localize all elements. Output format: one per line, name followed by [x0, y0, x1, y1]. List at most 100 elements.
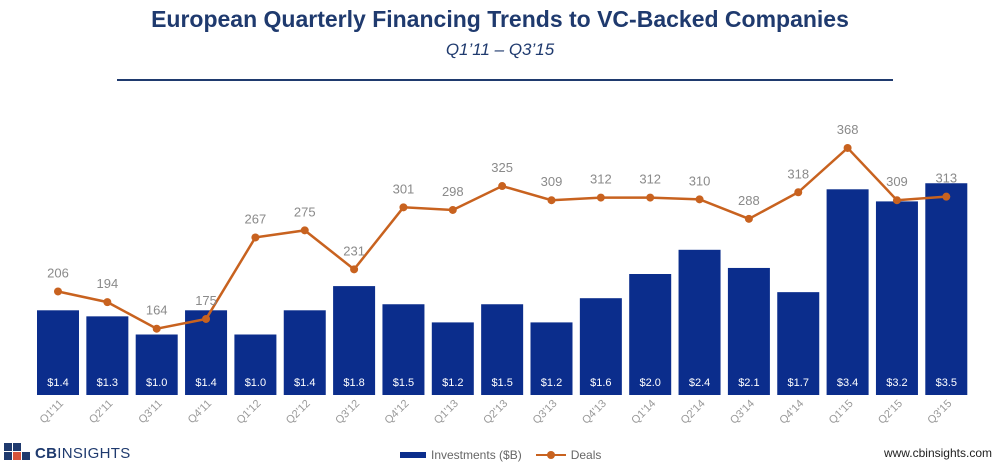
legend-investments-swatch [400, 452, 426, 458]
deals-label: 309 [886, 174, 908, 189]
x-tick-label: Q2'12 [284, 398, 313, 427]
bar-label: $1.3 [97, 377, 118, 389]
bar-label: $1.2 [541, 377, 562, 389]
bar-label: $1.7 [788, 377, 809, 389]
deals-point [744, 214, 753, 223]
x-tick-label: Q2'13 [481, 398, 510, 427]
deals-point [300, 226, 309, 235]
deals-point [54, 287, 62, 296]
bar-Q1'14 [629, 274, 672, 395]
deals-label: 325 [491, 160, 513, 175]
deals-labels-group: 206 194 164 175 267 275 231 301 298 325 309 312 312 3… [47, 122, 957, 318]
bar-Q3'11 [135, 334, 178, 395]
deals-label: 164 [146, 303, 168, 318]
bar-Q1'11 [37, 310, 79, 395]
bar-Q2'14 [678, 249, 721, 395]
bar-label: $2.0 [639, 377, 660, 389]
legend-deals-swatch [535, 451, 566, 459]
deals-label: 194 [96, 276, 118, 291]
bar-Q1'15 [826, 189, 869, 395]
deals-label: 275 [294, 204, 316, 219]
bar-label: $1.6 [590, 377, 611, 389]
logo-cb: CB [35, 444, 58, 462]
deals-point [892, 196, 901, 205]
bar-label: $2.1 [738, 377, 759, 389]
bar-Q2'15 [875, 201, 918, 395]
bar-label: $1.4 [47, 377, 68, 389]
x-tick-label: Q4'14 [777, 398, 806, 427]
bar-label: $3.4 [837, 377, 858, 389]
deals-point [350, 265, 359, 274]
bar-Q4'14 [777, 292, 820, 395]
x-tick-label: Q1'15 [827, 398, 856, 427]
bar-labels-group: $1.4 $1.3 $1.0 $1.4 $1.0 $1.4 $1.8 $1.5 $1.2 $1.5… [47, 377, 957, 389]
source-url: www.cbinsights.com [883, 446, 992, 460]
x-tick-label: Q1'14 [629, 398, 658, 427]
bar-label: $1.5 [393, 377, 414, 389]
deals-point [547, 196, 556, 205]
deals-label: 301 [393, 181, 415, 196]
bar-label: $1.0 [245, 377, 266, 389]
cb-logo-icon [4, 443, 30, 460]
deals-point [646, 193, 655, 202]
deals-label: 231 [343, 243, 365, 258]
deals-label: 175 [195, 293, 217, 308]
x-tick-label: Q1'13 [432, 398, 461, 427]
bar-Q2'13 [481, 304, 524, 395]
bar-label: $2.4 [689, 377, 710, 389]
deals-label: 309 [541, 174, 563, 189]
bar-label: $1.4 [294, 377, 315, 389]
x-tick-label: Q2'14 [679, 398, 708, 427]
bar-Q3'15 [925, 183, 968, 395]
legend-deals-label: Deals [570, 448, 602, 462]
title-divider [117, 79, 893, 81]
x-tick-label: Q2'15 [876, 398, 905, 427]
x-tick-label: Q3'15 [925, 398, 954, 427]
chart-legend: Investments ($B) Deals [400, 448, 601, 462]
bar-label: $1.4 [195, 377, 216, 389]
bar-Q2'12 [283, 310, 326, 395]
x-tick-label: Q4'13 [580, 398, 609, 427]
deals-point [794, 188, 803, 197]
deals-label: 298 [442, 184, 464, 199]
deals-label: 267 [245, 211, 267, 226]
x-tick-label: Q2'11 [87, 398, 115, 426]
bar-label: $1.2 [442, 377, 463, 389]
x-tick-label: Q4'11 [186, 398, 214, 426]
bar-Q4'11 [185, 310, 228, 395]
deals-point [596, 193, 605, 202]
deals-label: 313 [935, 171, 957, 186]
chart-title: European Quarterly Financing Trends to V… [151, 6, 849, 32]
deals-label: 312 [590, 172, 612, 187]
deals-point [103, 298, 112, 307]
bar-Q3'12 [333, 286, 376, 395]
deals-label: 368 [837, 122, 859, 137]
x-tick-label: Q3'11 [136, 398, 164, 426]
legend-investments-label: Investments ($B) [431, 448, 522, 462]
x-tick-label: Q3'12 [333, 398, 362, 427]
deals-point [202, 314, 211, 323]
deals-point [498, 182, 507, 191]
bar-label: $3.5 [936, 377, 957, 389]
chart-subtitle: Q1’11 – Q3’15 [445, 40, 555, 59]
bar-label: $1.0 [146, 377, 167, 389]
x-tick-label: Q1'12 [235, 398, 264, 427]
bar-Q1'13 [431, 322, 474, 395]
deals-line-group [54, 143, 951, 333]
deals-point [399, 203, 408, 212]
deals-label: 312 [639, 172, 661, 187]
bar-Q4'13 [579, 298, 622, 395]
deals-point [942, 192, 951, 201]
bar-label: $3.2 [886, 377, 907, 389]
bar-label: $1.5 [491, 377, 512, 389]
x-tick-label: Q4'12 [383, 398, 412, 427]
x-tick-label: Q3'13 [531, 398, 560, 427]
deals-point [448, 205, 457, 214]
logo-insights: INSIGHTS [57, 444, 131, 462]
deals-point [251, 233, 260, 242]
cb-insights-logo: CBINSIGHTS [4, 442, 131, 464]
bar-Q3'14 [727, 267, 770, 395]
x-axis-ticks: Q1'11 Q2'11 Q3'11 Q4'11 Q1'12 Q2'12 Q3'12 Q4'12… [38, 398, 955, 427]
deals-label: 206 [47, 265, 69, 280]
